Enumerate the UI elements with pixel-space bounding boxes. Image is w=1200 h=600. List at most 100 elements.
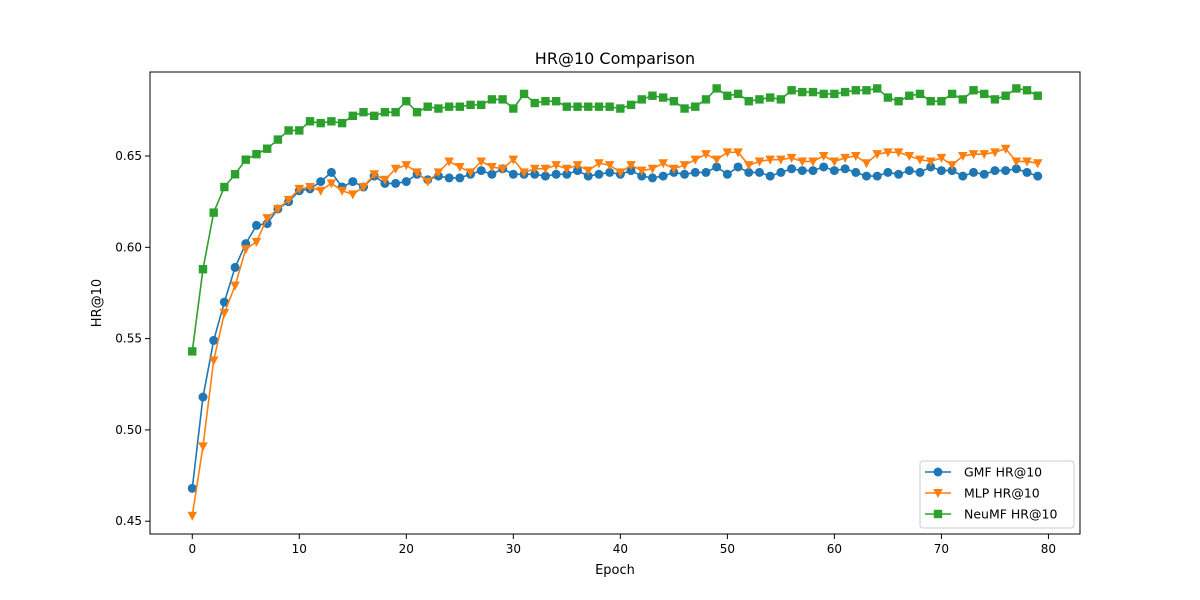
data-point	[283, 195, 294, 205]
data-point	[701, 167, 711, 177]
data-point	[444, 173, 454, 183]
data-point	[273, 204, 283, 214]
data-point	[1033, 91, 1042, 100]
data-point	[251, 237, 262, 247]
data-point	[711, 155, 722, 165]
data-point	[680, 104, 689, 113]
data-point	[584, 102, 593, 111]
data-point	[1012, 84, 1021, 93]
data-point	[786, 153, 797, 163]
data-point	[765, 93, 775, 102]
data-point	[594, 102, 604, 111]
data-point	[616, 104, 625, 113]
x-tick-label: 0	[188, 542, 196, 556]
data-point	[915, 167, 925, 177]
data-point	[209, 208, 218, 217]
data-point	[220, 182, 229, 192]
data-point	[872, 171, 882, 181]
data-point	[573, 166, 583, 176]
data-point	[541, 97, 550, 106]
data-point	[937, 97, 946, 106]
data-point	[594, 159, 604, 169]
data-point	[754, 167, 764, 177]
data-point	[295, 126, 304, 135]
data-point	[979, 150, 990, 160]
data-point	[808, 157, 818, 167]
data-point	[669, 164, 679, 174]
data-point	[230, 281, 240, 291]
y-tick-label: 0.60	[115, 240, 142, 254]
legend: GMF HR@10 MLP HR@10 NeuMF HR@10	[919, 460, 1075, 529]
data-point	[433, 168, 444, 178]
data-point	[722, 169, 732, 179]
data-point	[958, 171, 968, 181]
data-point	[850, 152, 861, 161]
data-point	[958, 95, 968, 104]
y-tick-label: 0.50	[115, 423, 142, 437]
data-point	[637, 95, 646, 104]
data-point	[787, 164, 797, 174]
data-point	[262, 144, 272, 153]
plot-frame	[149, 71, 1081, 535]
data-point	[733, 89, 743, 99]
data-point	[327, 117, 336, 126]
data-point	[487, 169, 497, 179]
data-point	[562, 102, 572, 111]
data-point	[605, 102, 614, 111]
data-point	[679, 161, 690, 171]
data-point	[968, 150, 979, 160]
data-point	[744, 97, 753, 106]
data-point	[926, 97, 935, 106]
data-point	[861, 171, 871, 181]
data-point	[508, 169, 518, 179]
data-point	[647, 164, 658, 174]
data-point	[862, 86, 871, 95]
data-point	[477, 100, 486, 110]
legend-swatch-marker	[933, 467, 943, 477]
data-point	[498, 95, 507, 104]
data-point	[797, 166, 807, 176]
data-point	[1033, 171, 1043, 181]
data-point	[626, 100, 636, 110]
data-point	[444, 157, 454, 167]
data-point	[369, 170, 380, 180]
data-point	[230, 170, 240, 179]
data-point	[391, 107, 400, 117]
data-point	[508, 155, 519, 165]
data-point	[198, 265, 208, 274]
data-point	[562, 169, 572, 179]
data-point	[348, 190, 358, 200]
data-point	[883, 167, 893, 177]
data-point	[819, 162, 829, 172]
data-point	[947, 89, 957, 99]
legend-label: MLP HR@10	[964, 486, 1040, 501]
data-point	[316, 177, 326, 187]
data-point	[990, 166, 1000, 176]
data-point	[273, 135, 283, 144]
data-point	[337, 186, 347, 196]
data-point	[348, 177, 358, 187]
data-point	[466, 100, 475, 110]
data-point	[872, 150, 882, 160]
data-point	[540, 164, 551, 174]
data-point	[690, 155, 701, 165]
data-point	[765, 171, 775, 181]
data-point	[904, 152, 915, 161]
y-tick-label: 0.55	[115, 332, 142, 346]
data-point	[894, 169, 904, 179]
data-point	[893, 148, 904, 158]
data-point	[776, 95, 786, 104]
data-point	[926, 162, 936, 172]
data-point	[348, 111, 358, 121]
data-point	[894, 97, 903, 106]
data-point	[1001, 166, 1011, 176]
data-point	[412, 107, 422, 117]
data-point	[840, 153, 850, 163]
data-point	[647, 173, 657, 183]
data-point	[219, 297, 229, 307]
series-mlp-hr-10	[187, 144, 1043, 521]
y-axis-ticks: 0.45 0.50 0.55 0.60 0.65	[115, 149, 150, 528]
data-point	[434, 104, 443, 113]
data-point	[1022, 86, 1032, 95]
data-point	[188, 347, 197, 356]
